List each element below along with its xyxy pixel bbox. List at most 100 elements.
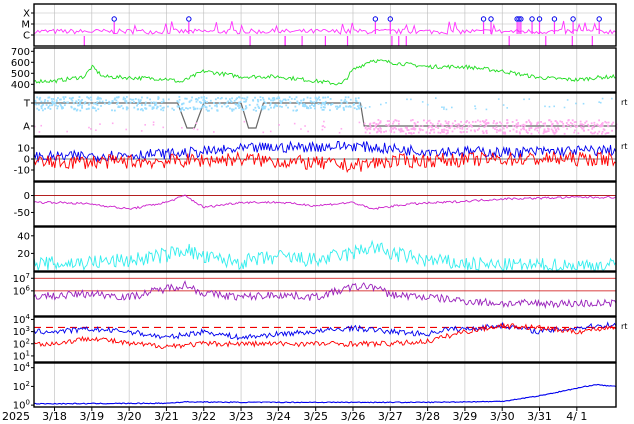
polarity-point [225,105,228,108]
polarity-point [484,120,487,123]
polarity-point [180,107,182,110]
polarity-point [213,102,215,104]
polarity-point [466,131,468,133]
polarity-point [202,105,205,108]
polarity-point [226,101,229,104]
polarity-point [379,103,382,106]
polarity-point [433,128,435,131]
polarity-point [344,98,347,101]
polarity-point [150,101,153,104]
polarity-point [515,131,518,133]
polarity-point [59,103,62,106]
polarity-point [157,96,160,99]
polarity-point [152,121,155,124]
polarity-point [478,127,481,130]
polarity-point [523,98,525,101]
polarity-point [591,132,594,135]
y-tick-label: 400 [11,80,30,91]
y-tick-exponent: 4 [26,313,31,321]
polarity-point [598,101,600,103]
polarity-point [527,119,530,122]
polarity-point [134,98,137,100]
polarity-point [38,131,41,133]
polarity-point [151,108,154,110]
polarity-point [459,131,462,133]
polarity-point [74,107,76,110]
polarity-point [358,101,361,104]
polarity-point [162,126,165,129]
polarity-point [523,128,526,131]
polarity-point [146,96,149,99]
polarity-point [162,106,165,109]
polarity-point [322,96,325,99]
polarity-point [151,106,154,109]
polarity-point [72,102,75,105]
polarity-point [479,124,482,126]
polarity-point [607,121,610,124]
polarity-point [563,106,566,109]
polarity-point [445,108,448,111]
polarity-point [322,106,325,108]
polarity-point [203,104,206,107]
polarity-point [544,122,546,125]
polarity-point [421,101,424,103]
polarity-point [129,101,132,104]
polarity-point [76,101,78,104]
polarity-point [113,109,116,112]
polarity-point [272,99,274,102]
polarity-point [200,96,203,99]
polarity-point [227,105,229,107]
polarity-point [425,122,428,124]
polarity-point [273,105,276,108]
polarity-point [451,122,454,125]
polarity-point [318,96,320,99]
chart-grid [34,4,616,407]
polarity-point [366,128,369,131]
polarity-point [566,127,569,130]
polarity-point [126,107,129,110]
polarity-point [483,121,485,124]
polarity-point [300,102,303,104]
polarity-point [202,99,205,102]
polarity-point [246,96,249,99]
polarity-point [451,130,454,133]
polarity-point [86,96,89,99]
polarity-point [145,107,147,110]
y-tick-label: -10 [14,166,30,177]
polarity-point [481,120,484,122]
polarity-point [517,124,520,127]
polarity-point [525,129,528,132]
polarity-point [46,100,49,102]
polarity-point [64,96,67,99]
polarity-point [354,99,357,102]
polarity-point [287,98,290,101]
polarity-point [373,128,376,131]
polarity-point [173,109,175,111]
polarity-point [184,97,187,100]
polarity-point [188,101,191,103]
polarity-point [157,98,160,100]
polarity-point [287,106,289,109]
x-tick-label: 3/24 [266,410,291,423]
polarity-point [185,97,188,100]
polarity-point [388,120,391,122]
polarity-point [547,130,550,132]
polarity-point [557,122,559,125]
polarity-point [154,104,157,107]
polarity-point [604,132,607,135]
polarity-point [140,108,143,110]
polarity-point [199,107,202,110]
polarity-point [516,126,518,129]
polarity-point [97,108,100,111]
y-tick-label: 103 [13,325,30,338]
polarity-point [540,121,542,123]
polarity-point [599,101,602,104]
polarity-point [430,126,433,128]
polarity-point [357,97,360,99]
polarity-point [536,129,539,132]
polarity-point [476,129,479,131]
polarity-point [192,106,195,109]
y-tick-label: 104 [13,361,31,374]
polarity-point [606,124,609,127]
polarity-point [304,105,307,107]
